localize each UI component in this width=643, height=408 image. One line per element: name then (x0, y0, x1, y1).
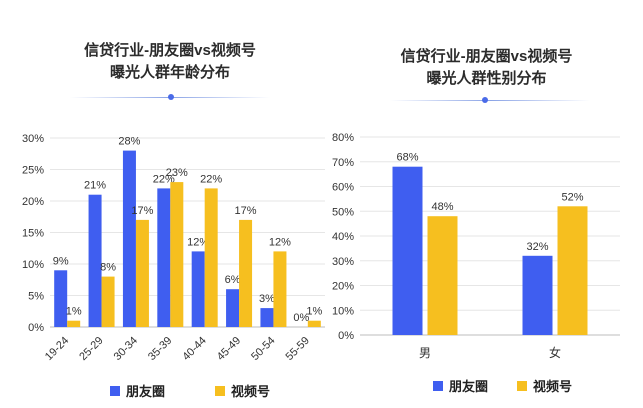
data-label: 48% (431, 201, 453, 213)
x-tick-label: 35-39 (146, 335, 174, 363)
legend-swatch (215, 386, 225, 396)
bar-shipinhao (101, 276, 115, 327)
y-tick-label: 0% (28, 322, 44, 334)
data-label: 0% (293, 312, 309, 324)
bar-pengyouquan (122, 150, 136, 327)
data-label: 3% (259, 293, 275, 305)
y-tick-label: 10% (22, 259, 44, 271)
y-tick-label: 10% (332, 305, 354, 317)
data-label: 17% (235, 205, 257, 217)
data-label: 22% (153, 173, 175, 185)
bar-shipinhao (307, 320, 321, 327)
legend-label: 朋友圈 (125, 384, 165, 399)
legend-label: 朋友圈 (448, 379, 488, 394)
bar-pengyouquan (157, 188, 171, 327)
legend-label: 视频号 (231, 384, 270, 399)
gender-chart-title-line1: 信贷行业-朋友圈vs视频号 (400, 48, 573, 65)
data-label: 21% (84, 180, 106, 192)
data-label: 12% (269, 236, 291, 248)
x-tick-label: 25-29 (77, 335, 105, 363)
y-tick-label: 30% (332, 256, 354, 268)
data-label: 1% (306, 306, 322, 318)
y-tick-label: 30% (22, 133, 44, 145)
data-label: 8% (100, 262, 116, 274)
bar-shipinhao (204, 188, 218, 327)
bar-shipinhao (135, 219, 149, 327)
bar-shipinhao (170, 182, 184, 327)
data-label: 22% (200, 173, 222, 185)
data-label: 12% (187, 236, 209, 248)
x-tick-label: 40-44 (180, 335, 208, 363)
age-chart-title-divider-dot (168, 94, 174, 100)
bar-pengyouquan (88, 194, 102, 327)
data-label: 1% (66, 306, 82, 318)
y-tick-label: 70% (332, 157, 354, 169)
legend-swatch (110, 386, 120, 396)
data-label: 28% (118, 136, 140, 148)
bar-pengyouquan (392, 166, 423, 335)
x-tick-label: 45-49 (215, 335, 243, 363)
y-tick-label: 80% (332, 132, 354, 144)
age-chart-title-line1: 信贷行业-朋友圈vs视频号 (84, 42, 256, 59)
legend-label: 视频号 (533, 379, 572, 394)
y-tick-label: 20% (332, 281, 354, 293)
data-label: 23% (166, 167, 188, 179)
bar-shipinhao (557, 206, 588, 335)
gender-chart-title-divider (390, 100, 590, 101)
y-tick-label: 60% (332, 182, 354, 194)
bar-shipinhao (239, 219, 253, 327)
bar-pengyouquan (226, 289, 240, 327)
y-tick-label: 15% (22, 228, 44, 240)
data-label: 17% (131, 205, 153, 217)
data-label: 6% (225, 274, 241, 286)
data-label: 32% (526, 241, 548, 253)
gender-chart-title-divider-dot (482, 97, 488, 103)
data-label: 52% (561, 191, 583, 203)
y-tick-label: 40% (332, 231, 354, 243)
x-tick-label: 女 (549, 345, 561, 360)
gender-chart-title-line2: 曝光人群性别分布 (426, 70, 547, 87)
y-tick-label: 0% (338, 330, 354, 342)
y-tick-label: 50% (332, 206, 354, 218)
age-chart-panel: 信贷行业-朋友圈vs视频号 曝光人群年龄分布 0% 5% 10% 15% 20% 25% 3… (22, 42, 325, 399)
legend-swatch (517, 381, 527, 391)
y-tick-label: 25% (22, 165, 44, 177)
bar-pengyouquan (54, 270, 68, 327)
age-chart: 0% 5% 10% 15% 20% 25% 30% 9% 1% 19-24 21% 8% 25-29 28… (22, 133, 325, 399)
y-tick-label: 20% (22, 196, 44, 208)
age-chart-title-line2: 曝光人群年龄分布 (109, 64, 230, 81)
data-label: 9% (53, 255, 69, 267)
gender-chart-panel: 信贷行业-朋友圈vs视频号 曝光人群性别分布 0% 10% 20% 30% 40% 50%… (330, 0, 643, 408)
gender-chart: 0% 10% 20% 30% 40% 50% 60% 70% 80% 68% 48% 男 32% 52% 女… (332, 132, 620, 394)
x-tick-label: 30-34 (112, 335, 140, 363)
bar-pengyouquan (191, 251, 205, 327)
bar-shipinhao (427, 216, 458, 335)
bar-shipinhao (67, 320, 81, 327)
x-tick-label: 19-24 (43, 335, 71, 363)
data-label: 68% (396, 152, 418, 164)
x-tick-label: 男 (419, 346, 431, 360)
y-tick-label: 5% (28, 291, 44, 303)
bar-pengyouquan (522, 255, 553, 335)
bar-pengyouquan (260, 308, 274, 327)
x-tick-label: 50-54 (249, 335, 277, 363)
bar-shipinhao (273, 251, 287, 327)
legend-swatch (433, 381, 443, 391)
x-tick-label: 55-59 (284, 335, 312, 363)
